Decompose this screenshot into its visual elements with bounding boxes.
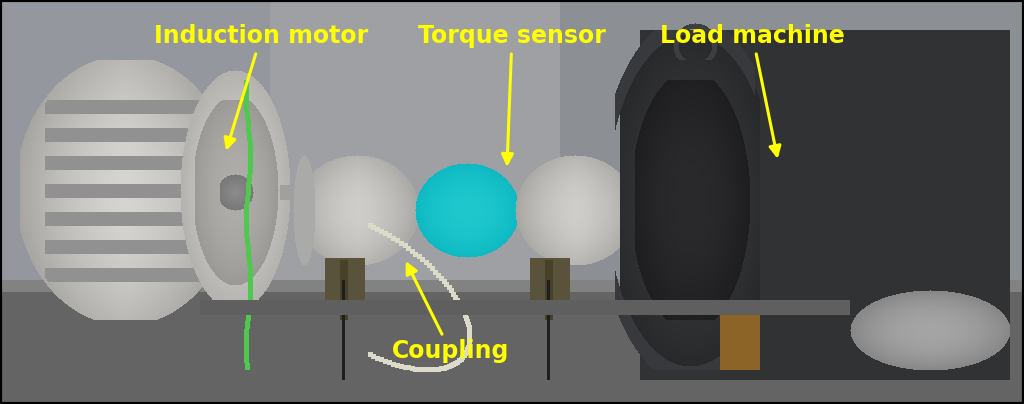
Text: Coupling: Coupling [392, 264, 509, 364]
Text: Load machine: Load machine [660, 24, 845, 156]
Text: Induction motor: Induction motor [154, 24, 369, 147]
Text: Torque sensor: Torque sensor [418, 24, 606, 164]
